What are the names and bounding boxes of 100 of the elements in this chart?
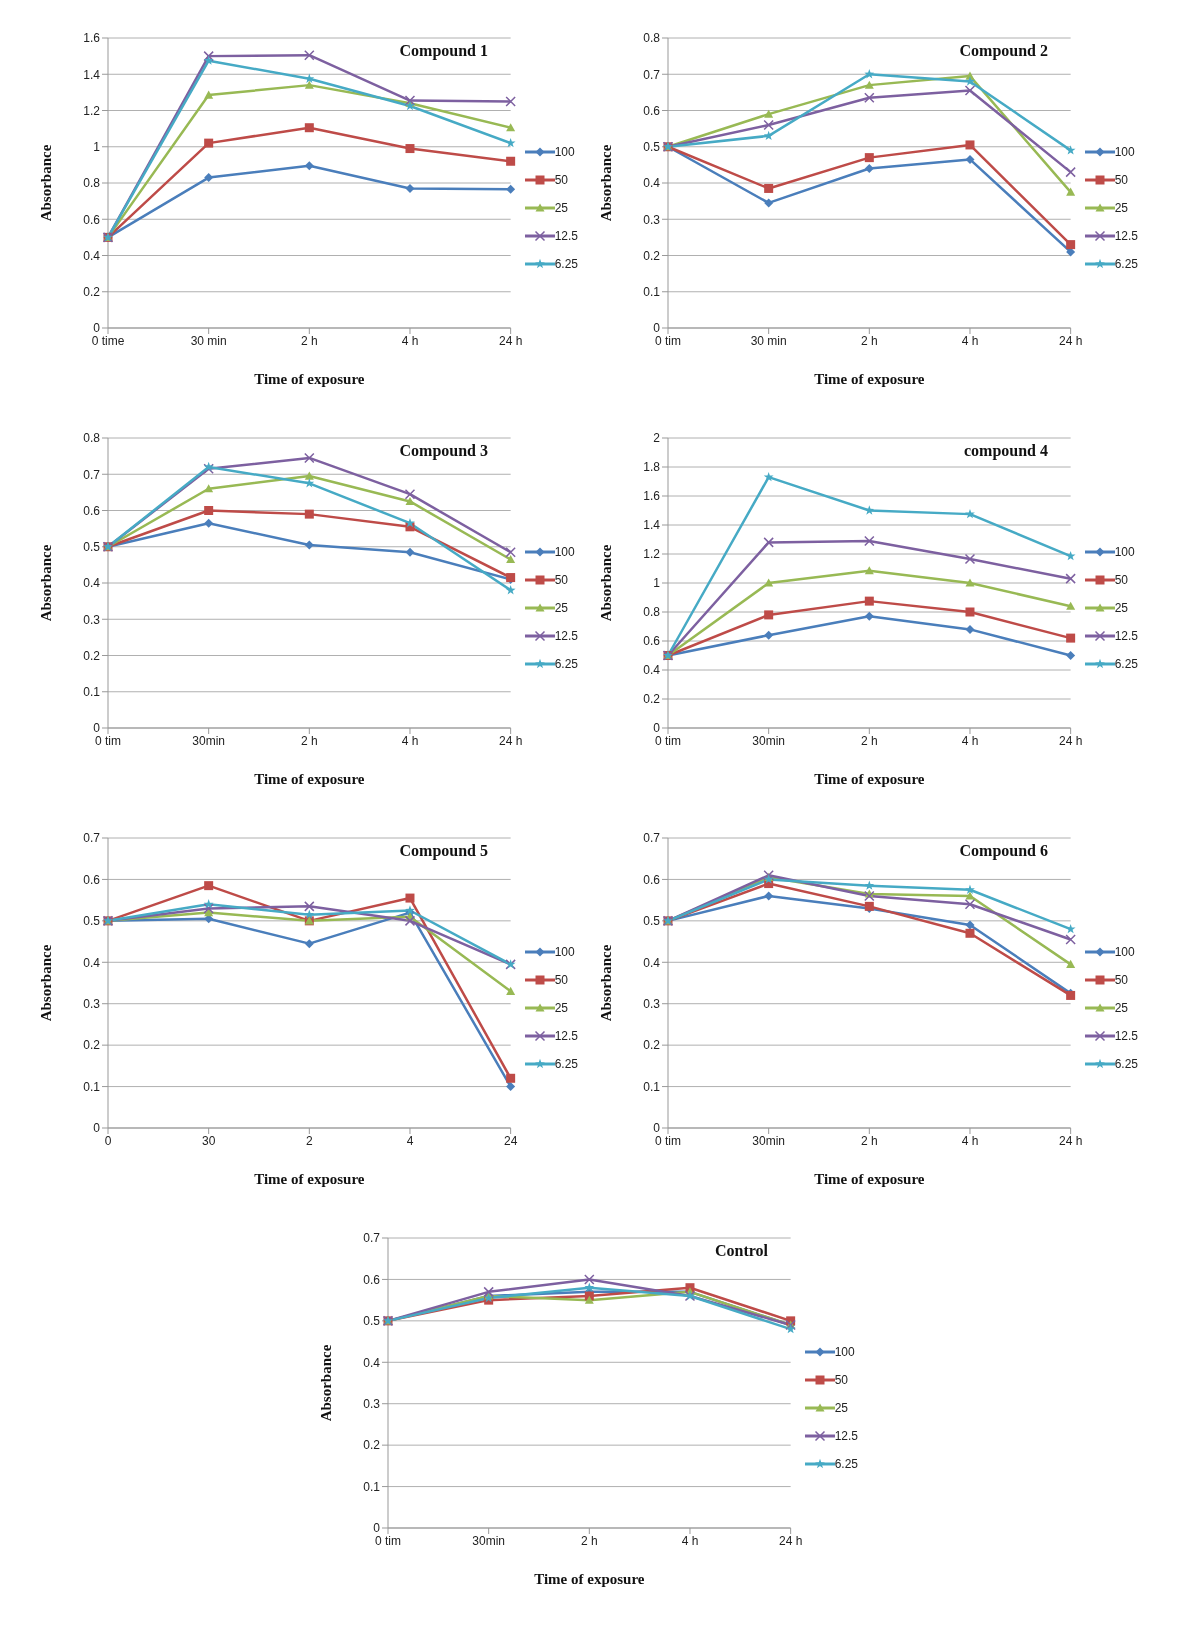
legend-label: 100 (554, 145, 575, 159)
y-tick-label: 0.3 (643, 996, 661, 1011)
x-tick-label: 24 h (498, 333, 523, 348)
y-tick-label: 0 (93, 1121, 101, 1136)
legend-label: 50 (1114, 973, 1128, 987)
x-tick-label: 30min (752, 733, 785, 748)
x-axis-title: Time of exposure (814, 371, 925, 387)
legend-label: 50 (1114, 173, 1128, 187)
x-tick-label: 4 (406, 1133, 414, 1148)
y-tick-label: 1 (93, 140, 101, 155)
legend-label: 6.25 (1114, 657, 1138, 671)
legend-label: 25 (554, 1001, 568, 1015)
y-axis-title: Absorbance (598, 544, 615, 622)
y-tick-label: 0.6 (643, 103, 661, 118)
x-tick-label: 2 h (860, 1133, 878, 1148)
legend-label: 100 (834, 1345, 855, 1359)
chart-title: Control (714, 1242, 768, 1260)
y-tick-label: 0.2 (83, 1038, 101, 1053)
legend-label: 100 (554, 945, 575, 959)
y-tick-label: 0 (653, 321, 661, 336)
legend-label: 6.25 (554, 1057, 578, 1071)
legend-label: 25 (1114, 601, 1128, 615)
x-tick-label: 0 tim (654, 333, 682, 348)
y-tick-label: 0.5 (83, 540, 101, 555)
x-tick-label: 2 h (580, 1533, 598, 1548)
x-tick-label: 4 h (961, 333, 979, 348)
y-tick-label: 0.6 (363, 1272, 381, 1287)
legend-label: 12.5 (1114, 629, 1138, 643)
y-tick-label: 1.2 (83, 103, 101, 118)
y-tick-label: 1.6 (643, 489, 661, 504)
y-tick-label: 0.4 (643, 663, 661, 678)
y-tick-label: 0.8 (643, 31, 661, 46)
legend-label: 25 (1114, 1001, 1128, 1015)
legend-label: 6.25 (1114, 1057, 1138, 1071)
y-tick-label: 0.2 (643, 692, 661, 707)
y-tick-label: 0.3 (83, 612, 101, 627)
y-tick-label: 0 (373, 1521, 381, 1536)
legend-label: 6.25 (1114, 257, 1138, 271)
x-tick-label: 24 h (1058, 733, 1083, 748)
legend-label: 12.5 (554, 629, 578, 643)
y-tick-label: 0.2 (363, 1438, 381, 1453)
x-tick-label: 2 h (860, 733, 878, 748)
x-tick-label: 2 h (300, 733, 318, 748)
legend-label: 12.5 (834, 1429, 858, 1443)
y-tick-label: 0.8 (83, 431, 101, 446)
y-tick-label: 1.4 (643, 518, 661, 533)
y-tick-label: 0.3 (363, 1396, 381, 1411)
y-tick-label: 1.4 (83, 67, 101, 82)
x-axis-title: Time of exposure (254, 1171, 365, 1187)
legend-label: 6.25 (834, 1457, 858, 1471)
y-tick-label: 0.7 (643, 67, 661, 82)
legend-label: 100 (1114, 145, 1135, 159)
y-tick-label: 0.2 (83, 285, 101, 300)
y-tick-label: 0.1 (83, 1079, 101, 1094)
y-tick-label: 0.6 (643, 634, 661, 649)
x-axis-title: Time of exposure (254, 371, 365, 387)
x-tick-label: 24 (503, 1133, 518, 1148)
x-tick-label: 4 h (401, 733, 419, 748)
y-tick-label: 0.2 (643, 1038, 661, 1053)
y-tick-label: 0.1 (643, 1079, 661, 1094)
x-tick-label: 4 h (961, 733, 979, 748)
x-tick-label: 30min (752, 1133, 785, 1148)
y-tick-label: 0.5 (363, 1314, 381, 1329)
y-tick-label: 0.4 (643, 955, 661, 970)
chart-title: Compound 6 (959, 842, 1048, 860)
y-tick-label: 1.6 (83, 31, 101, 46)
y-tick-label: 0.7 (83, 831, 101, 846)
y-tick-label: 0.7 (363, 1231, 381, 1246)
legend-label: 100 (554, 545, 575, 559)
x-tick-label: 30min (192, 733, 225, 748)
x-tick-label: 2 h (300, 333, 318, 348)
y-tick-label: 1.2 (643, 547, 661, 562)
y-axis-title: Absorbance (598, 944, 615, 1022)
y-tick-label: 0.8 (83, 176, 101, 191)
y-tick-label: 1.8 (643, 460, 661, 475)
x-axis-title: Time of exposure (534, 1571, 645, 1587)
legend-label: 50 (554, 173, 568, 187)
y-tick-label: 0 (653, 721, 661, 736)
y-tick-label: 0 (93, 321, 101, 336)
y-tick-label: 0.8 (643, 605, 661, 620)
x-tick-label: 24 h (498, 733, 523, 748)
x-tick-label: 4 h (401, 333, 419, 348)
y-tick-label: 0 (93, 721, 101, 736)
y-tick-label: 0.1 (83, 685, 101, 700)
legend-label: 50 (834, 1373, 848, 1387)
x-axis-title: Time of exposure (254, 771, 365, 787)
x-tick-label: 2 (305, 1133, 313, 1148)
y-tick-label: 0.6 (83, 503, 101, 518)
y-tick-label: 1 (653, 576, 661, 591)
y-tick-label: 0.2 (643, 248, 661, 263)
chart-title: Compound 1 (399, 42, 488, 60)
x-tick-label: 2 h (860, 333, 878, 348)
legend-label: 100 (1114, 545, 1135, 559)
y-tick-label: 0.1 (643, 285, 661, 300)
x-tick-label: 0 time (91, 333, 125, 348)
legend-label: 25 (1114, 201, 1128, 215)
y-tick-label: 0.3 (643, 212, 661, 227)
chart-title: compound 4 (963, 442, 1048, 460)
x-tick-label: 0 tim (374, 1533, 402, 1548)
x-tick-label: 24 h (1058, 333, 1083, 348)
